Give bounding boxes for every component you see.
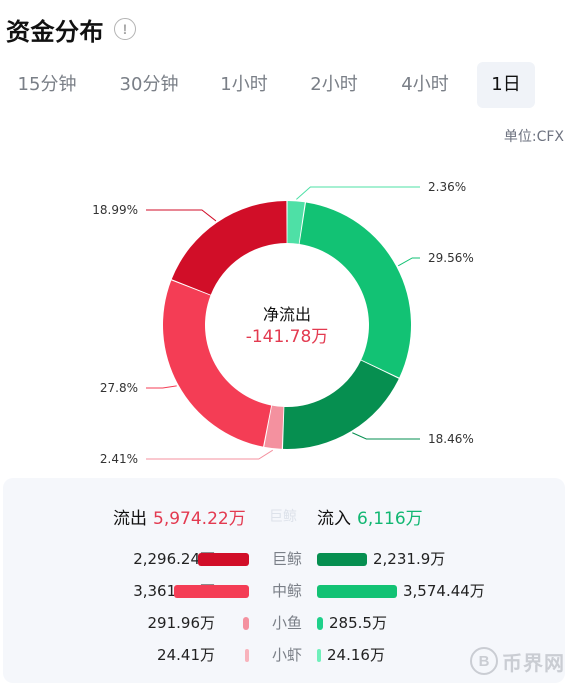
info-circle-icon[interactable]: ! [114,18,136,40]
inflow-label: 流入 [317,509,351,529]
slice-percent-label: 2.36% [428,180,466,194]
tab-1d[interactable]: 1日 [477,62,535,108]
donut-slice [287,201,305,244]
slice-percent-label: 27.8% [100,381,138,395]
inflow-value: 3,574.44万 [403,582,485,600]
inflow-value: 24.16万 [327,646,385,664]
tab-15min[interactable]: 15分钟 [17,74,77,95]
category-label: 小鱼 [271,614,302,632]
outflow-value: 24.41万 [157,646,215,664]
outflow-bar [198,553,249,566]
slice-percent-label: 29.56% [428,251,474,265]
leader-line [146,449,274,460]
leader-line [296,186,420,200]
summary-row: 流出 5,974.22万 巨鲸 流入 6,116万 [3,504,565,530]
donut-slice [299,202,411,378]
header: 资金分布 ! [6,12,136,46]
leader-line [352,432,420,440]
outflow-bar [243,617,249,630]
leader-line [397,257,420,267]
inflow-bar [317,585,397,598]
center-label: 净流出 [263,305,311,324]
slice-percent-label: 18.99% [92,203,138,217]
category-label: 小虾 [271,646,302,664]
outflow-bar [245,649,249,662]
category-label: 巨鲸 [271,550,302,568]
donut-slice [162,280,272,447]
donut-slice [171,201,287,295]
page-title: 资金分布 [6,17,104,46]
slice-percent-label: 18.46% [428,432,474,446]
flow-row-shrimp: 24.41万 小虾 24.16万 [3,644,565,666]
tab-1h[interactable]: 1小时 [220,74,268,95]
watermark-logo: B 币界网 [470,646,565,676]
slice-percent-label: 2.41% [100,452,138,466]
donut-slice [282,360,399,449]
flow-summary-panel: 流出 5,974.22万 巨鲸 流入 6,116万 2,296.24万 巨鲸 2… [3,478,565,683]
inflow-total: 6,116万 [357,509,423,529]
tab-30min[interactable]: 30分钟 [119,74,179,95]
inflow-value: 285.5万 [329,614,387,632]
unit-label: 单位:CFX [503,129,564,145]
fund-distribution-donut-chart: 2.36% 29.56% 18.46% 2.41% 27.8% 18.99% 净流出 -1… [92,180,474,466]
flow-row-mid-whale: 3,361.61万 中鲸 3,574.44万 [3,580,565,602]
leader-line [146,209,217,222]
time-range-tabs: 15分钟 30分钟 1小时 2小时 4小时 1日 [0,62,578,108]
leader-line [146,385,177,389]
watermark-text: 币界网 [502,650,565,675]
inflow-bar [317,553,367,566]
inflow-bar [317,649,321,662]
outflow-bar [174,585,249,598]
inflow-value: 2,231.9万 [373,550,446,568]
bitcoin-coin-icon: B [470,647,498,675]
tab-2h[interactable]: 2小时 [310,74,358,95]
tab-4h[interactable]: 4小时 [401,74,449,95]
outflow-label: 流出 [113,509,147,529]
center-value: -141.78万 [246,327,329,347]
category-label: 中鲸 [271,582,302,600]
summary-ghost-text: 巨鲸 [269,509,297,525]
outflow-value: 2,296.24万 [133,550,215,568]
flow-row-fish: 291.96万 小鱼 285.5万 [3,612,565,634]
outflow-total: 5,974.22万 [153,509,246,529]
flow-row-whale: 2,296.24万 巨鲸 2,231.9万 [3,548,565,570]
outflow-value: 291.96万 [147,614,216,632]
inflow-bar [317,617,323,630]
donut-slice [264,405,284,449]
